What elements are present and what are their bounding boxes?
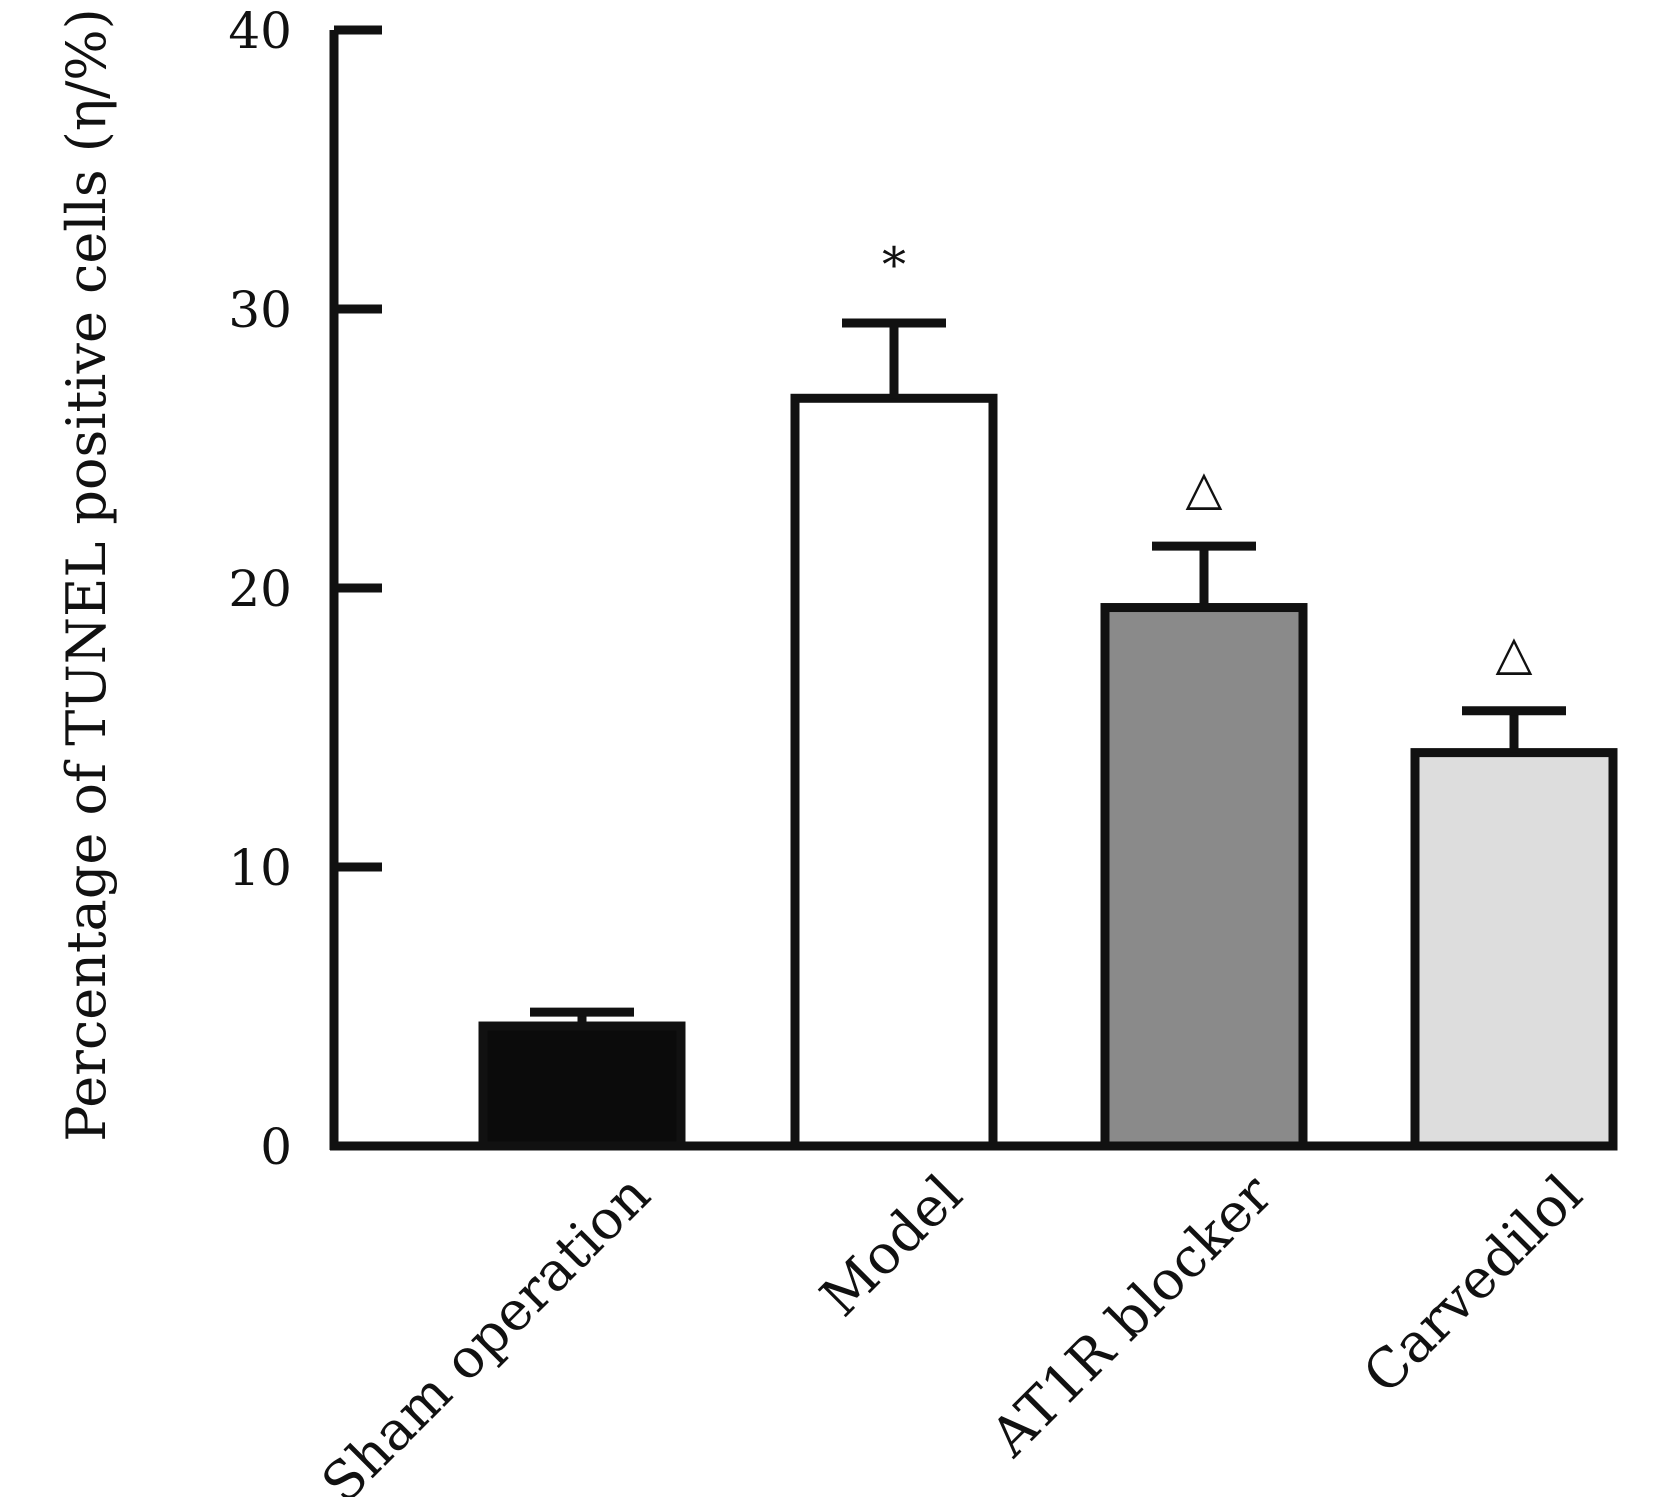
y-tick-label: 40 bbox=[228, 2, 292, 60]
y-axis-title: Percentage of TUNEL positive cells (η/%) bbox=[55, 8, 118, 1141]
category-label: Model bbox=[808, 1163, 974, 1329]
y-tick-label: 10 bbox=[228, 839, 292, 897]
category-label: AT1R blocker bbox=[978, 1163, 1285, 1470]
category-label: Carvedilol bbox=[1351, 1163, 1594, 1406]
bar bbox=[790, 393, 998, 1151]
bar bbox=[1100, 603, 1308, 1151]
significance-marker: * bbox=[882, 237, 906, 293]
y-tick-label: 20 bbox=[228, 560, 292, 618]
y-tick-label: 0 bbox=[260, 1118, 292, 1176]
bar bbox=[478, 1021, 686, 1151]
significance-marker: △ bbox=[1186, 460, 1223, 516]
y-tick-label: 30 bbox=[228, 281, 292, 339]
category-label: Sham operation bbox=[310, 1163, 663, 1497]
bar bbox=[1410, 748, 1618, 1151]
bars bbox=[478, 318, 1618, 1151]
significance-marker: △ bbox=[1496, 625, 1533, 681]
